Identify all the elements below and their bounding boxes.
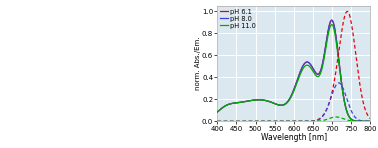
Legend: pH 6.1, pH 8.0, pH 11.0: pH 6.1, pH 8.0, pH 11.0: [219, 8, 257, 29]
Y-axis label: norm. Abs./Em.: norm. Abs./Em.: [195, 37, 201, 90]
X-axis label: Wavelength [nm]: Wavelength [nm]: [261, 133, 327, 142]
